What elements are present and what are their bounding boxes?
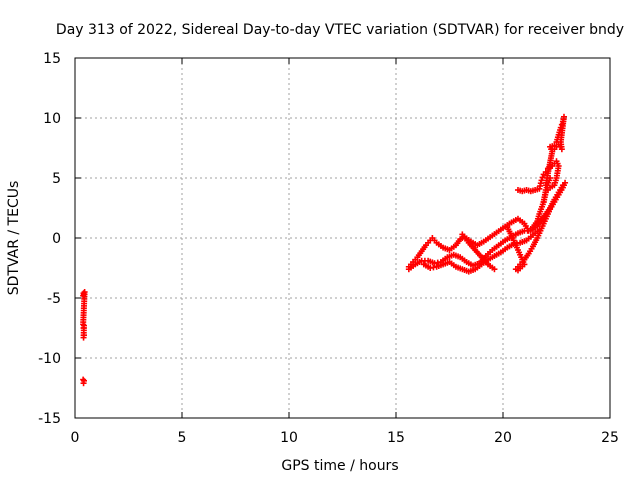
y-tick-label: -15: [38, 411, 61, 427]
y-tick-label: 15: [43, 51, 61, 67]
axis-ticks: 0 5 10 15 20 25 -15 -10 -5 0 5 10 15: [38, 51, 619, 446]
y-tick-label: 10: [43, 111, 61, 127]
data-point: [538, 177, 545, 184]
y-tick-label: -5: [47, 291, 61, 307]
x-tick-label: 15: [387, 430, 405, 446]
data-point: [551, 146, 558, 153]
data-point: [491, 266, 498, 273]
data-point: [562, 179, 569, 186]
grid-lines: [75, 58, 610, 418]
x-axis-label: GPS time / hours: [281, 458, 398, 474]
x-tick-label: 0: [71, 430, 80, 446]
x-tick-label: 10: [280, 430, 298, 446]
y-tick-label: 0: [52, 231, 61, 247]
y-tick-label: -10: [38, 351, 61, 367]
data-point: [80, 377, 87, 384]
data-points: [80, 113, 569, 387]
data-point: [80, 332, 87, 339]
y-tick-label: 5: [52, 171, 61, 187]
data-point: [540, 199, 547, 205]
y-axis-label: SDTVAR / TECUs: [6, 181, 22, 296]
x-tick-label: 20: [494, 430, 512, 446]
x-tick-label: 25: [601, 430, 619, 446]
chart-title: Day 313 of 2022, Sidereal Day-to-day VTE…: [56, 22, 624, 38]
x-tick-label: 5: [178, 430, 187, 446]
